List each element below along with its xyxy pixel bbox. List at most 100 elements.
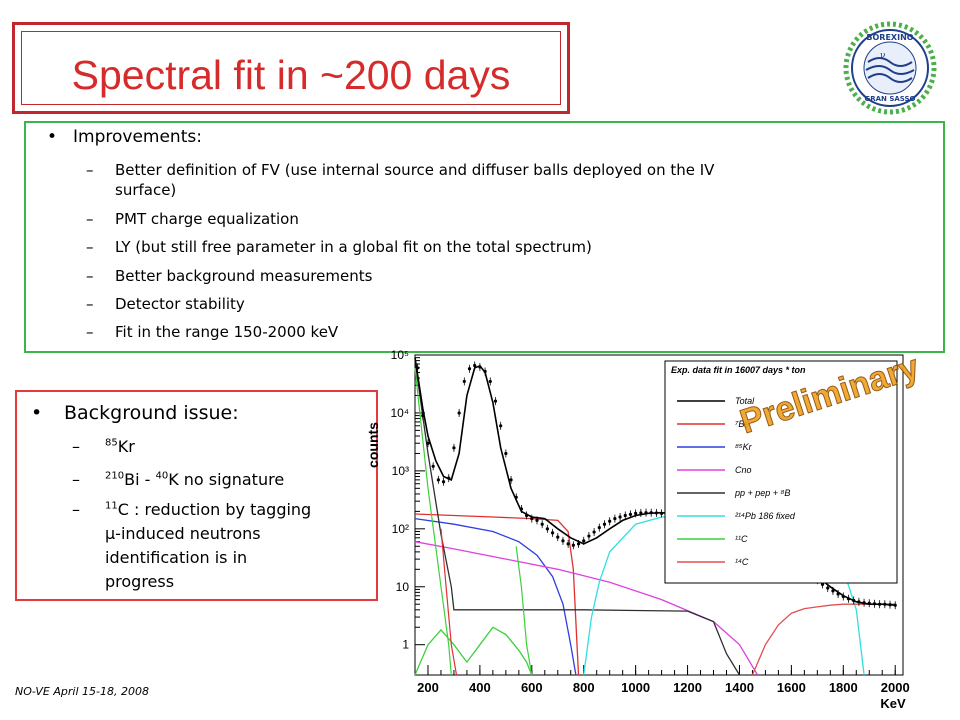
background-item-c11-line4: progress [105,572,175,591]
data-point [514,495,518,499]
data-point [582,539,586,543]
data-point [561,539,565,543]
data-point [535,518,539,522]
data-point [841,594,845,599]
data-point [862,601,866,605]
bullet-dash: – [72,500,80,519]
legend-entry: Cno [735,465,752,475]
x-tick-label: 600 [521,680,543,695]
data-point [550,531,555,535]
improvement-item-continued: surface) [115,181,177,199]
data-point [628,512,633,516]
improvement-item: – Better background measurements [86,267,373,285]
data-point [426,441,430,445]
data-point [820,582,825,586]
data-point [457,411,461,415]
data-point [618,515,622,519]
legend-entry: ⁷Be [735,419,749,429]
data-point [452,446,456,450]
data-point [436,478,440,482]
data-point [654,511,659,515]
data-point [893,603,897,607]
data-point [556,535,560,539]
data-point [639,511,643,515]
improvement-item: – Detector stability [86,295,245,313]
data-point [571,543,575,547]
data-point [867,601,871,605]
footer-text: NO-VE April 15-18, 2008 [15,685,149,698]
curve-c11-edge [414,367,452,676]
x-tick-label: 1200 [673,680,702,695]
data-point [462,379,466,384]
improvements-heading-text: Improvements: [73,127,202,147]
x-tick-label: 1400 [725,680,754,695]
background-item-c11: 11C : reduction by tagging [105,500,312,519]
data-point [597,525,601,530]
curve-6 [414,626,533,676]
data-point [519,507,524,511]
x-tick-label: 1600 [777,680,806,695]
data-point [883,602,887,606]
bullet-dash: – [72,470,80,489]
data-point [857,600,861,604]
data-point [649,511,653,515]
data-point [888,603,892,607]
chart-legend: Exp. data fit in 16007 days * ton Total ⁷B… [664,360,898,584]
curve-3 [414,541,759,676]
improvement-item: – Better definition of FV (use internal s… [86,161,715,179]
data-point [836,592,840,596]
improvement-item: – Fit in the range 150-2000 keV [86,323,339,341]
data-point [602,522,607,526]
y-tick-label: 10³ [392,464,409,478]
y-tick-label: 1 [402,638,409,652]
data-point [467,367,472,371]
data-point [530,517,534,521]
data-point [488,379,492,384]
bullet-dot: • [31,402,43,424]
data-point [852,598,856,603]
curve-c14-edge [440,528,458,676]
data-point [831,589,835,593]
data-point [623,513,627,518]
x-tick-label: 1000 [621,680,650,695]
data-point [576,542,581,546]
data-point [499,424,503,428]
data-point [644,511,648,515]
bullet-dot: • [47,127,58,147]
data-point [473,363,477,368]
background-item-c11-line3: identification is in [105,548,248,567]
legend-entry: ²¹⁴Pb 186 fixed [735,511,796,521]
data-point [846,597,851,601]
data-point [872,602,877,606]
x-tick-label: 1800 [829,680,858,695]
background-item-kr: 85Kr [105,437,135,456]
data-point [447,476,451,480]
data-point [608,519,612,523]
x-axis-label: KeV [880,696,906,711]
background-item-c11-line2: μ-induced neutrons [105,524,261,543]
data-point [509,478,513,482]
legend-title: Exp. data fit in 16007 days * ton [671,365,806,375]
legend-entry: Total [735,396,755,406]
data-point [493,399,498,403]
improvement-item: – LY (but still free parameter in a globa… [86,238,592,256]
curve-c11-edge [515,546,533,676]
data-point [415,366,420,370]
data-point [441,480,446,484]
data-point [634,511,638,515]
data-point [478,365,482,369]
data-point [431,464,435,468]
x-tick-label: 200 [417,680,439,695]
logo-leaves [843,21,937,115]
x-tick-label: 800 [573,680,595,695]
data-point [592,530,596,534]
improvement-item: – PMT charge equalization [86,210,299,228]
x-tick-label: 400 [469,680,491,695]
data-point [421,413,425,418]
data-point [587,534,591,538]
spectrum-chart: 1 10 10² 10³ 10⁴ 10⁵ 200 400 600 800 1000 1200 1400 1… [365,347,918,711]
data-point [878,602,882,606]
y-tick-label: 10⁴ [390,406,409,420]
data-point [826,586,830,590]
legend-entry: ¹¹C [735,534,748,544]
